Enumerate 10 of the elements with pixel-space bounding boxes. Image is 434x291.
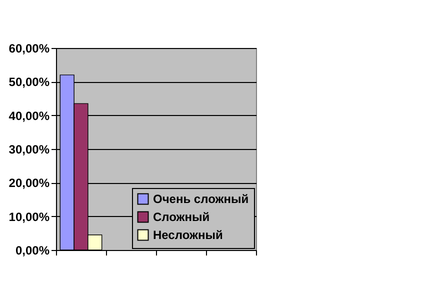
y-tick-label: 40,00% bbox=[8, 108, 50, 123]
y-tick-label: 60,00% bbox=[8, 42, 50, 56]
legend-label: Сложный bbox=[153, 210, 210, 224]
y-tick-label: 50,00% bbox=[8, 75, 50, 90]
y-tick-label: 0,00% bbox=[15, 244, 50, 258]
y-tick-label: 20,00% bbox=[8, 176, 50, 190]
legend-label: Очень сложный bbox=[153, 192, 249, 206]
y-tick-label: 30,00% bbox=[8, 142, 50, 156]
legend-label: Несложный bbox=[153, 228, 223, 242]
y-tick-label: 10,00% bbox=[8, 210, 50, 224]
